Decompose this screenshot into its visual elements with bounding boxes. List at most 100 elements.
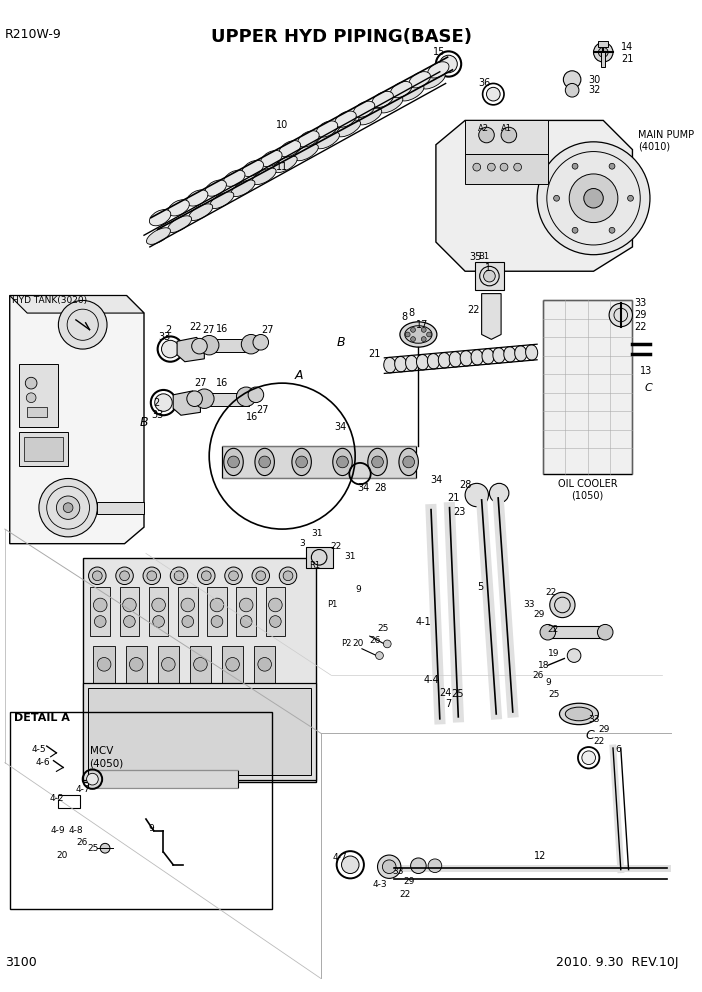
Text: 27: 27 [202,324,215,334]
Circle shape [88,567,106,584]
Text: 5: 5 [477,582,483,592]
Bar [254,646,275,682]
Text: 22: 22 [548,625,559,634]
Ellipse shape [252,168,276,185]
Circle shape [116,567,133,584]
Ellipse shape [205,180,227,196]
Bar [543,301,633,473]
Ellipse shape [292,448,312,475]
Ellipse shape [260,151,282,167]
Polygon shape [436,120,633,271]
Bar [207,587,227,636]
Ellipse shape [279,141,300,157]
Bar [10,712,272,909]
Ellipse shape [224,448,244,475]
Text: 16: 16 [216,323,228,333]
Ellipse shape [294,144,318,161]
Ellipse shape [337,120,361,137]
Bar [91,587,110,636]
Text: 13: 13 [640,366,652,376]
Circle shape [239,598,253,612]
Circle shape [100,843,110,853]
Ellipse shape [399,448,418,475]
Text: 25: 25 [88,844,99,853]
Bar [88,687,312,776]
Text: 2: 2 [154,398,160,408]
Circle shape [258,658,272,672]
Text: 29: 29 [598,725,610,734]
Text: A1: A1 [501,124,512,133]
Circle shape [227,456,239,468]
Circle shape [241,334,260,354]
Bar [209,339,253,352]
Bar [265,587,285,636]
Circle shape [514,164,522,171]
Text: 4-2: 4-2 [50,795,64,804]
Ellipse shape [315,132,340,149]
Circle shape [582,751,595,765]
Text: 26: 26 [76,838,87,847]
Text: B1: B1 [478,252,489,261]
Text: 23: 23 [453,507,466,517]
Circle shape [487,164,495,171]
Ellipse shape [409,71,430,88]
Circle shape [154,394,172,412]
Text: 20: 20 [56,850,68,859]
Text: 20: 20 [352,640,364,649]
Bar [27,408,47,418]
Text: 9: 9 [148,824,154,833]
Bar [548,626,607,638]
Polygon shape [177,337,204,362]
Ellipse shape [416,354,428,370]
Circle shape [609,164,615,170]
Ellipse shape [189,203,213,220]
Circle shape [489,483,509,503]
Circle shape [174,571,184,580]
Circle shape [210,598,224,612]
Circle shape [133,776,139,782]
Circle shape [229,571,239,580]
Text: 8: 8 [402,311,408,322]
Text: 4-3: 4-3 [373,880,388,889]
Circle shape [143,567,161,584]
Circle shape [479,127,494,143]
Circle shape [162,776,168,782]
Circle shape [376,652,383,660]
Text: 4-1: 4-1 [416,616,431,627]
Text: 34: 34 [334,422,347,432]
Circle shape [129,773,143,786]
Circle shape [500,164,508,171]
Circle shape [129,658,143,672]
Bar [126,646,147,682]
Circle shape [484,270,495,282]
Text: 27: 27 [194,378,207,388]
Text: 22: 22 [593,737,605,746]
Circle shape [270,616,282,627]
Text: 33: 33 [151,411,163,421]
Text: MAIN PUMP: MAIN PUMP [638,130,694,140]
Ellipse shape [147,228,171,244]
Ellipse shape [405,325,432,343]
Text: 25: 25 [549,690,560,699]
Bar [202,393,249,406]
Circle shape [194,389,214,409]
Text: 9: 9 [355,585,361,594]
Polygon shape [10,296,144,313]
Text: P2: P2 [342,640,352,649]
Ellipse shape [482,348,494,364]
Circle shape [567,649,581,663]
Ellipse shape [187,189,208,206]
Text: 33: 33 [635,299,647,309]
Circle shape [39,478,98,537]
Circle shape [240,616,252,627]
Circle shape [197,567,215,584]
Bar [158,646,179,682]
Text: 3: 3 [300,540,305,549]
Circle shape [119,571,129,580]
Circle shape [252,567,270,584]
Text: 18: 18 [538,661,550,670]
Text: (4050): (4050) [90,759,124,769]
Ellipse shape [565,707,592,721]
Circle shape [269,598,282,612]
Circle shape [628,195,633,201]
